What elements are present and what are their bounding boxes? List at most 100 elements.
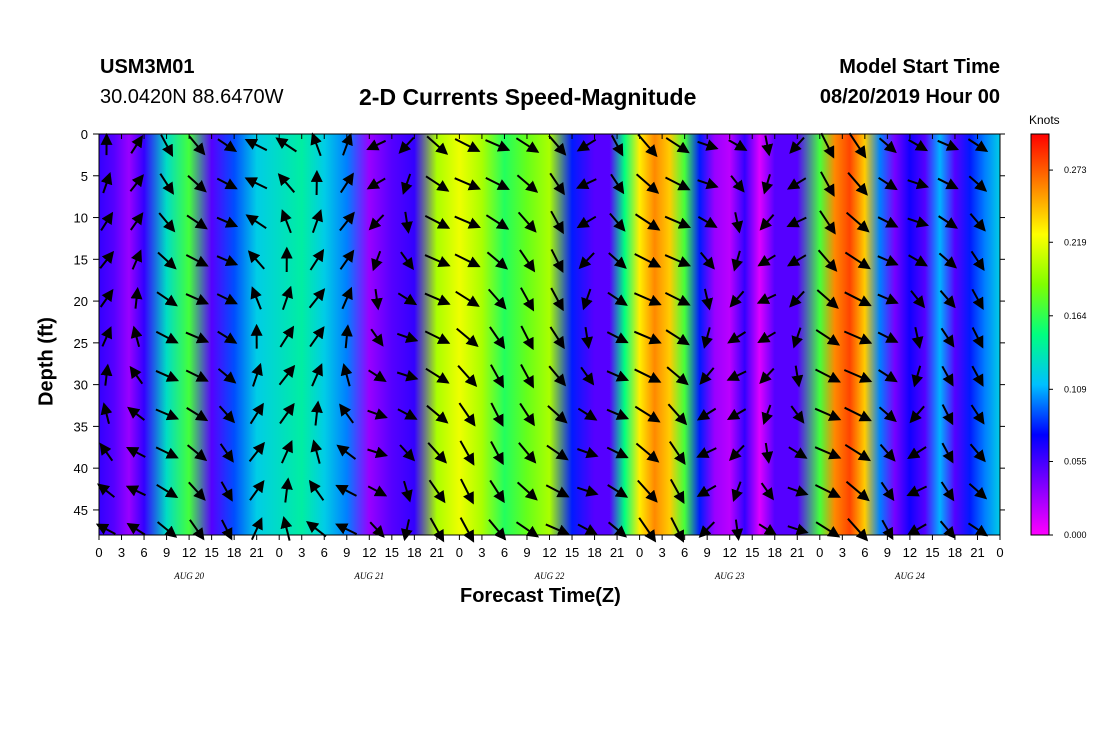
current-arrow	[129, 365, 144, 385]
current-arrow	[399, 444, 416, 462]
current-arrow	[729, 444, 745, 461]
current-arrow	[971, 365, 984, 387]
current-arrow	[789, 290, 805, 308]
current-arrow	[130, 286, 143, 309]
current-arrow	[847, 518, 869, 542]
current-arrow	[727, 331, 747, 344]
current-arrow	[937, 177, 959, 190]
current-arrow	[969, 443, 986, 463]
x-tick-label: 12	[722, 545, 736, 560]
x-axis: 0 3 6 9 12 15 18 21 0 3 6 9 12 15 18 21 0 3 6 9 12 15 18 21 0 3 6 9…	[95, 134, 1004, 581]
current-arrow	[847, 172, 868, 196]
current-arrow	[817, 249, 838, 272]
current-arrow	[367, 485, 388, 497]
current-arrow	[221, 519, 233, 541]
current-arrow	[635, 442, 660, 463]
y-tick-label: 5	[81, 169, 88, 184]
current-arrow	[610, 173, 625, 195]
current-arrow	[370, 288, 383, 311]
current-arrow	[790, 405, 805, 424]
current-arrow	[610, 134, 624, 157]
y-tick-label: 0	[81, 127, 88, 142]
current-arrow	[520, 364, 534, 389]
current-arrow	[185, 293, 210, 305]
day-label: AUG 23	[714, 571, 745, 581]
current-arrow	[339, 403, 355, 424]
current-arrow	[757, 254, 776, 267]
current-arrow	[668, 441, 686, 465]
current-arrow	[216, 254, 239, 267]
current-arrow	[726, 408, 747, 421]
current-arrow	[156, 521, 178, 538]
current-arrow	[701, 327, 713, 349]
current-arrow	[730, 175, 745, 193]
current-arrow	[245, 214, 267, 230]
current-arrow	[127, 406, 146, 421]
current-arrow	[816, 289, 839, 309]
colorbar-units: Knots	[1029, 113, 1060, 127]
current-arrow	[217, 368, 237, 384]
current-arrow	[666, 366, 689, 386]
current-arrow	[310, 132, 322, 157]
current-arrow	[759, 214, 775, 231]
current-arrow	[425, 367, 450, 384]
current-arrow	[279, 402, 295, 425]
current-arrow	[275, 137, 297, 153]
current-arrow	[249, 402, 264, 425]
y-tick-label: 30	[74, 378, 88, 393]
current-arrow	[515, 137, 540, 153]
current-arrow	[970, 404, 985, 425]
current-arrow	[577, 523, 598, 536]
current-arrow	[311, 209, 323, 234]
current-arrow	[425, 175, 450, 192]
current-arrow	[788, 446, 808, 459]
current-arrow	[248, 441, 265, 463]
x-tick-label: 21	[249, 545, 263, 560]
current-arrow	[758, 523, 777, 536]
current-arrow	[185, 254, 209, 267]
x-tick-label: 0	[636, 545, 643, 560]
current-arrow	[940, 481, 955, 502]
current-arrow	[250, 286, 262, 310]
current-arrow	[519, 249, 536, 273]
y-tick-label: 10	[74, 211, 88, 226]
current-arrow	[608, 252, 627, 269]
current-arrow	[426, 404, 449, 424]
current-arrow	[99, 442, 114, 462]
current-arrow	[130, 135, 143, 154]
current-arrow	[247, 250, 265, 270]
current-arrow	[728, 139, 748, 151]
current-arrow	[490, 402, 504, 427]
current-arrow	[910, 290, 926, 309]
current-arrow	[941, 442, 954, 464]
x-tick-label: 15	[565, 545, 579, 560]
current-arrow	[791, 365, 804, 388]
x-tick-label: 0	[456, 545, 463, 560]
current-arrow	[339, 172, 354, 194]
current-arrow	[878, 176, 898, 191]
current-arrow	[488, 519, 507, 541]
current-arrow	[187, 174, 207, 193]
current-arrow	[786, 177, 807, 190]
current-arrow	[848, 132, 867, 159]
current-arrow	[761, 135, 774, 157]
x-tick-label: 9	[704, 545, 711, 560]
x-tick-label: 6	[861, 545, 868, 560]
current-arrow	[759, 367, 775, 385]
current-arrow	[456, 327, 479, 347]
current-arrow	[815, 368, 841, 383]
current-arrow	[155, 408, 180, 421]
current-arrow	[576, 138, 597, 152]
current-arrow	[129, 212, 144, 231]
current-arrow	[726, 370, 747, 381]
current-arrow	[761, 404, 773, 425]
current-arrow	[457, 365, 478, 387]
current-arrow	[968, 175, 988, 192]
current-arrow	[339, 249, 355, 270]
current-arrow	[581, 326, 594, 350]
current-arrow	[367, 408, 388, 420]
current-arrow	[485, 139, 511, 152]
current-arrow	[185, 369, 209, 382]
current-arrow	[424, 292, 451, 306]
current-arrow	[971, 288, 984, 310]
